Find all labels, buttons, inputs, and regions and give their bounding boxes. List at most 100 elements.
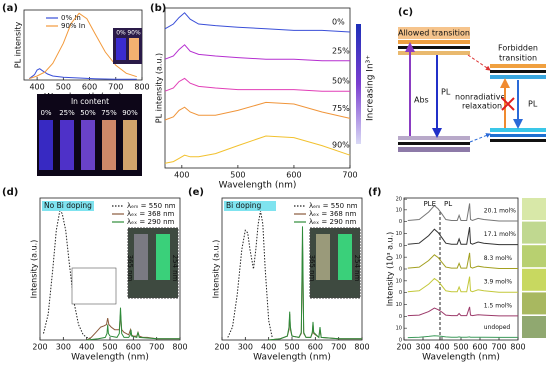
y-tick-label: 10 <box>396 302 402 308</box>
x-tick-label: 400 <box>434 343 449 352</box>
series-label: 90% <box>332 141 350 150</box>
legend-label: λₑₓ = 368 nm <box>309 210 357 218</box>
panel-label: (d) <box>2 187 18 198</box>
x-tick-label: 400 <box>174 171 189 180</box>
x-tick-label: 700 <box>491 343 506 352</box>
level <box>398 142 470 145</box>
inset-spectrum <box>71 267 117 305</box>
photo-title: In content <box>71 97 109 106</box>
x-tick-label: 200 <box>396 343 411 352</box>
x-axis-label: Wavelength (nm) <box>71 353 149 363</box>
series-line <box>407 306 518 317</box>
badge-bg <box>224 201 276 211</box>
series-label: 75% <box>332 104 350 113</box>
relax-label: relaxation <box>462 102 502 111</box>
vial <box>116 38 126 60</box>
panel-label: (f) <box>368 187 382 198</box>
vial <box>81 120 95 170</box>
y-tick-label: 0 <box>399 243 402 249</box>
panel-label: (e) <box>188 187 204 198</box>
series-label: 25% <box>332 46 350 55</box>
vial <box>102 120 116 170</box>
band <box>398 27 470 39</box>
abs-label: Abs <box>414 96 429 105</box>
forbidden-label: transition <box>499 54 537 63</box>
x-tick-label: 500 <box>230 171 245 180</box>
inset-label: 90% <box>127 30 141 37</box>
x-tick-label: 700 <box>108 83 123 92</box>
y-axis-label: PL intensity (a.u.) <box>155 53 164 123</box>
y-tick-label: 20 <box>396 197 402 203</box>
x-axis-label: Wavelength (nm) <box>219 181 297 191</box>
x-tick-label: 600 <box>286 171 301 180</box>
level <box>490 70 546 73</box>
y-tick-label: 10 <box>396 231 402 237</box>
vial <box>60 120 74 170</box>
x-tick-label: 700 <box>331 343 346 352</box>
vial <box>316 234 330 280</box>
level <box>490 139 546 142</box>
legend-label: 0% In <box>61 14 81 22</box>
photo-label: 254 nm <box>171 255 179 282</box>
annotation: PL <box>444 200 452 208</box>
series-label: 8.3 mol% <box>484 255 513 262</box>
x-axis-label: Wavelength (nm) <box>253 353 331 363</box>
y-tick-label: 10 <box>396 207 402 213</box>
series-line <box>28 68 137 80</box>
photo-label: 25% <box>59 109 75 117</box>
series-line <box>164 135 351 164</box>
photo-cell <box>522 198 546 220</box>
x-tick-label: 500 <box>453 343 468 352</box>
series-line <box>407 252 518 269</box>
x-tick-label: 600 <box>472 343 487 352</box>
x-tick-label: 300 <box>56 343 71 352</box>
level <box>398 46 470 49</box>
y-tick-label: 10 <box>396 255 402 261</box>
y-tick-label: 0 <box>399 290 402 296</box>
x-tick-label: 400 <box>79 343 94 352</box>
y-axis-label: Intensity (a.u.) <box>30 240 39 299</box>
pl-label: PL <box>441 88 451 97</box>
series-line <box>227 210 273 338</box>
series-line <box>407 276 518 293</box>
panel-label: (a) <box>2 3 18 14</box>
badge: No Bi doping <box>44 201 92 210</box>
photo-label: 254 nm <box>353 255 361 282</box>
photo-label: 365 nm <box>126 255 134 282</box>
level <box>490 134 546 137</box>
series-line <box>407 227 518 246</box>
badge: Bi doping <box>226 201 262 210</box>
y-tick-label: 0 <box>399 314 402 320</box>
annotation: PLE <box>423 200 436 208</box>
legend-label: λₑₓ = 290 nm <box>127 218 175 226</box>
vial <box>156 234 170 280</box>
relax-arrow <box>469 133 491 143</box>
level <box>398 136 470 140</box>
inset-label: 0% <box>116 30 126 37</box>
photo-cell <box>522 268 546 291</box>
legend-label: λₑₓ = 368 nm <box>127 210 175 218</box>
x-tick-label: 600 <box>82 83 97 92</box>
relax-arrow <box>467 54 491 71</box>
y-axis-label: Intensity (a.u.) <box>212 240 221 299</box>
photo-label: 365 nm <box>308 255 316 282</box>
y-tick-label: 0 <box>399 338 402 344</box>
pl-label: PL <box>528 100 538 109</box>
x-axis-label: Wavelength (nm) <box>422 353 500 363</box>
x-tick-label: 500 <box>284 343 299 352</box>
series-label: 17.1 mol% <box>484 231 516 238</box>
y-axis-label: PL intensity <box>14 21 23 68</box>
x-tick-label: 200 <box>32 343 47 352</box>
allowed-label: Allowed transition <box>398 29 470 38</box>
colorbar <box>356 24 361 144</box>
x-tick-label: 500 <box>56 83 71 92</box>
series-label: 0% <box>332 18 345 27</box>
series-label: 1.5 mol% <box>484 302 513 309</box>
series-line <box>29 12 137 80</box>
series-line <box>164 101 351 121</box>
y-tick-label: 0 <box>399 267 402 273</box>
x-tick-label: 400 <box>261 343 276 352</box>
level <box>398 40 470 44</box>
vial <box>39 120 53 170</box>
y-tick-label: 0 <box>399 219 402 225</box>
